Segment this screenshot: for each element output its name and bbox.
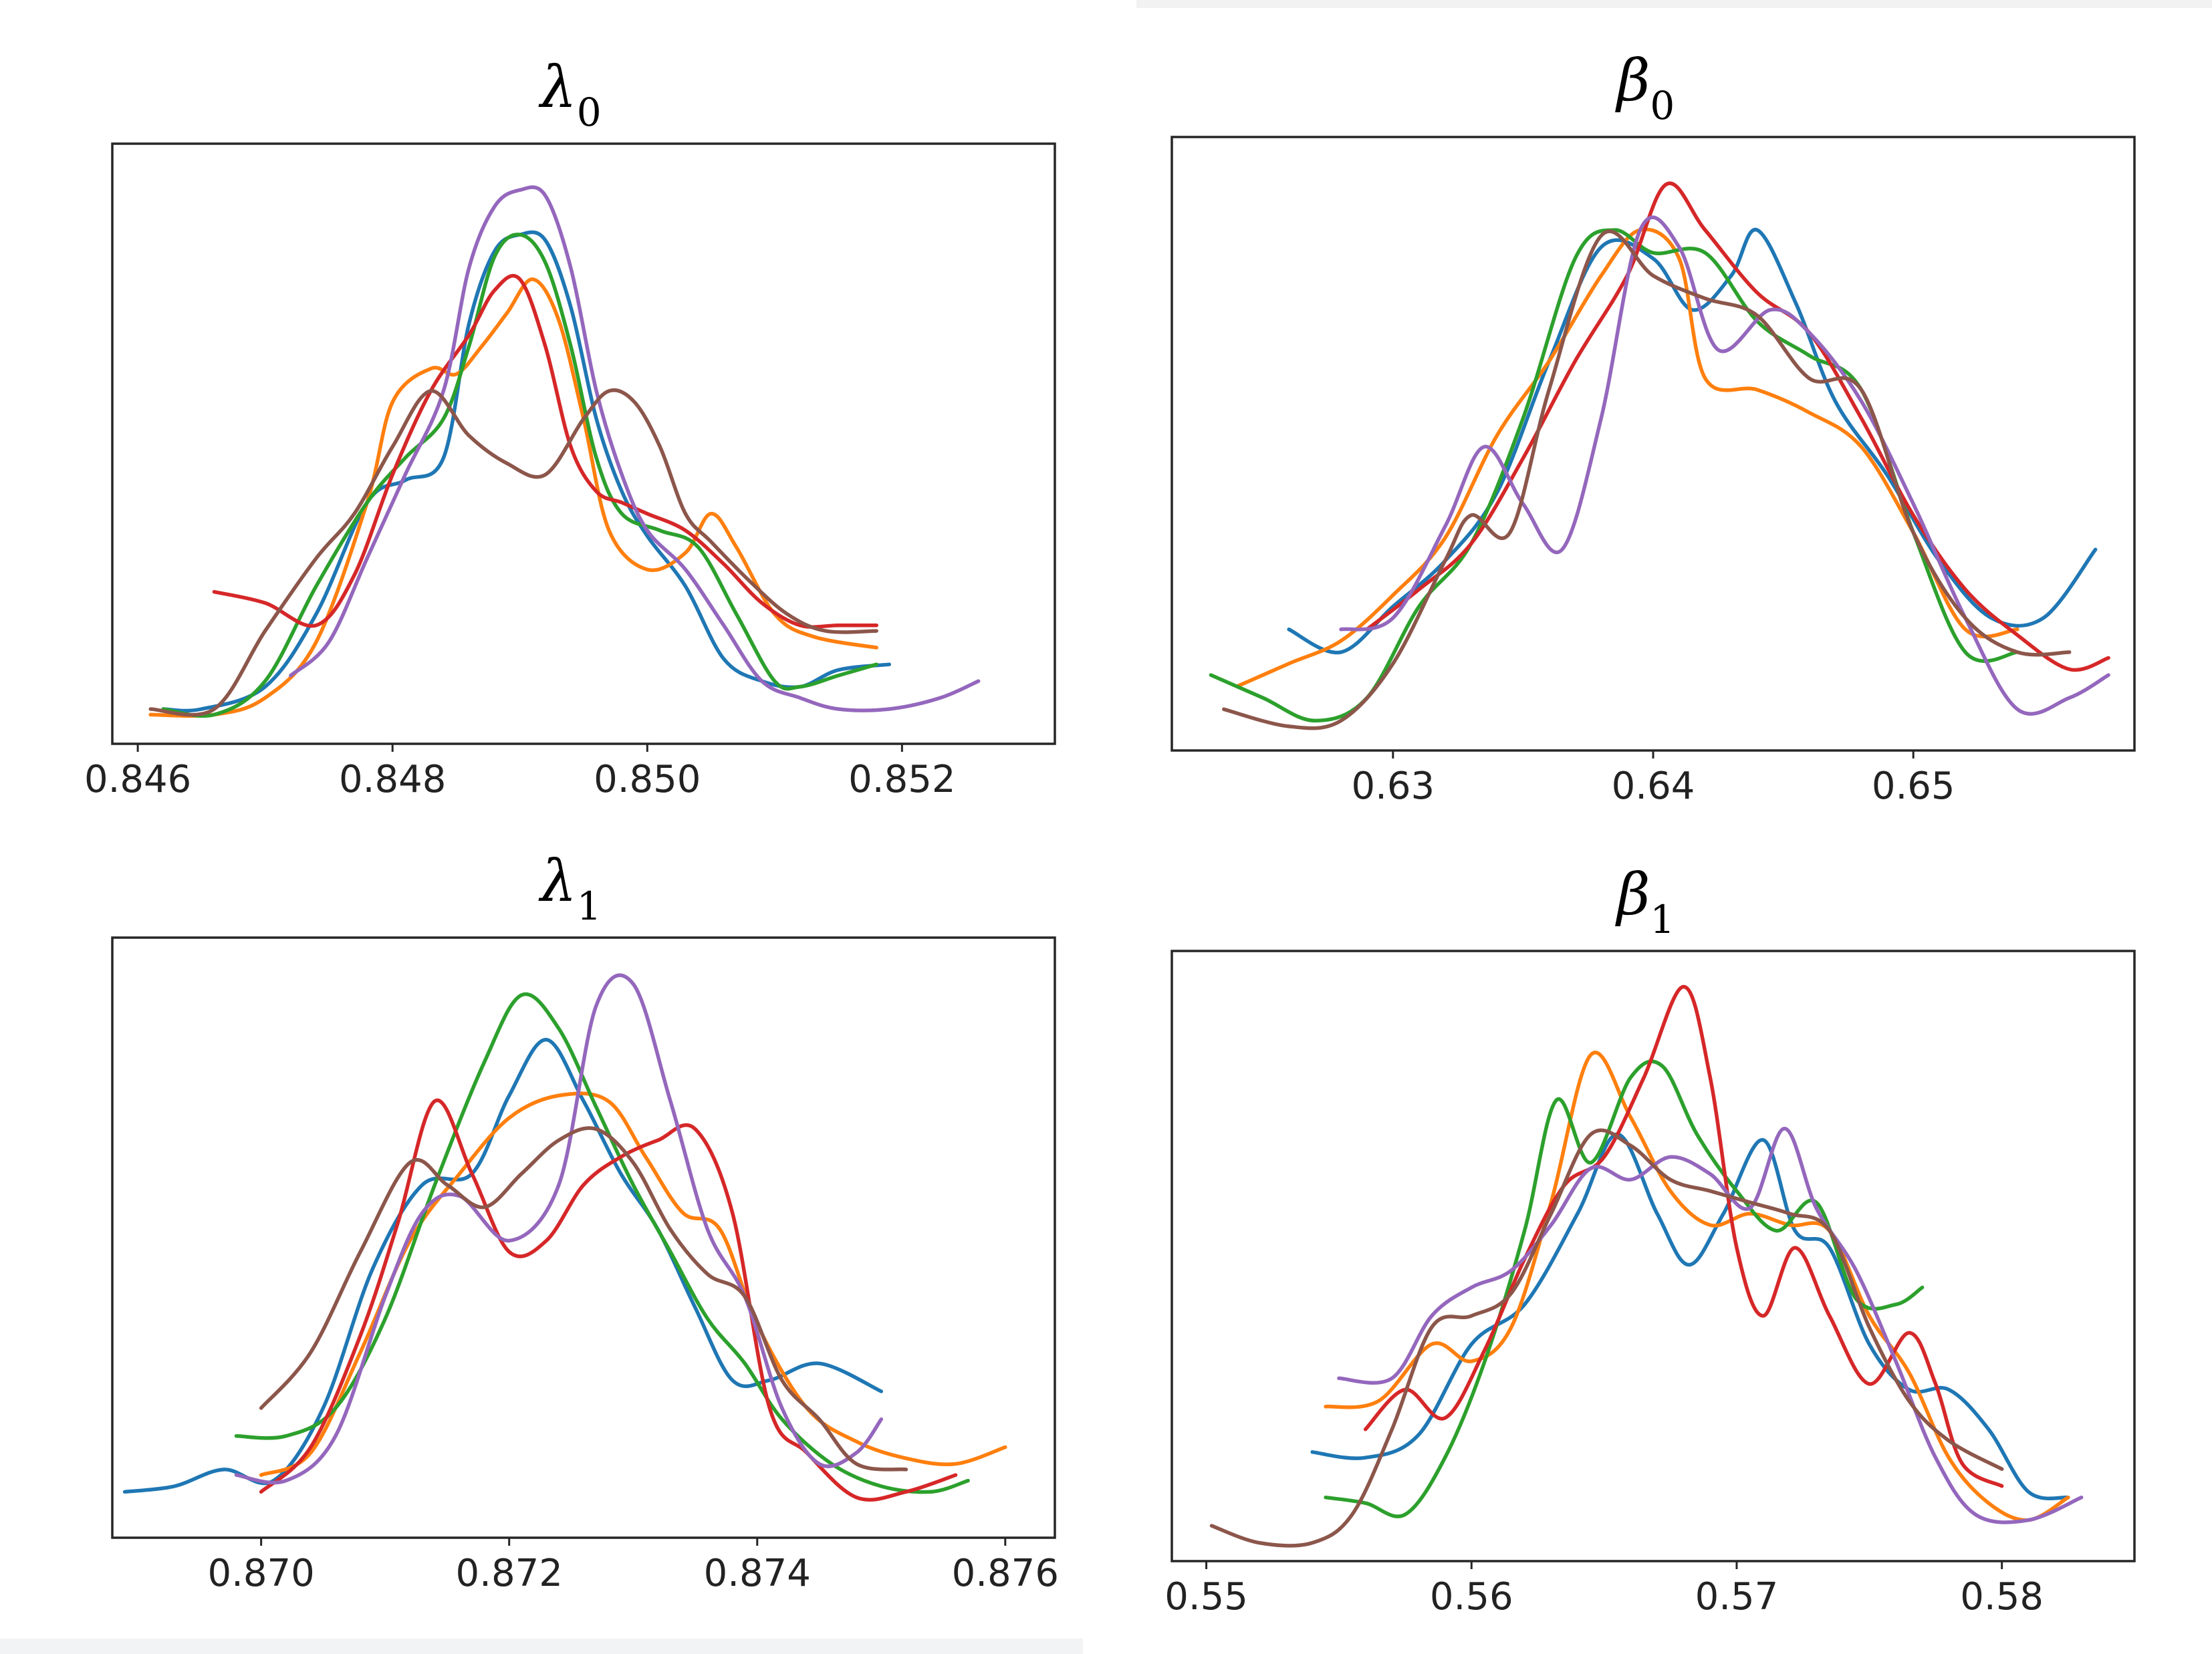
x-tick-label: 0.850 [594, 758, 701, 801]
x-tick-label: 0.846 [84, 758, 191, 801]
title-symbol: λ [538, 54, 577, 121]
title-subscript: 1 [1650, 897, 1675, 942]
x-tick-label: 0.58 [1960, 1575, 2044, 1619]
x-tick-label: 0.65 [1872, 765, 1955, 808]
x-tick-label: 0.876 [952, 1552, 1059, 1595]
series-line-brown [148, 388, 878, 717]
series-line-brown [1222, 229, 2072, 730]
series-line-green [234, 992, 970, 1494]
series-group [1209, 181, 2110, 730]
title-subscript: 0 [577, 90, 602, 135]
panel-title: λ1 [538, 848, 601, 929]
series-line-purple [234, 973, 884, 1485]
panel-title: λ0 [538, 54, 601, 135]
panel-lambda0: λ0 0.846 0.848 0.850 0.852 [84, 54, 1056, 801]
x-ticks: 0.63 0.64 0.65 [1351, 750, 1955, 808]
panel-title: β0 [1615, 47, 1675, 128]
title-symbol: λ [538, 848, 577, 915]
bottom-edge-strip [0, 1639, 1083, 1654]
series-group [148, 185, 981, 718]
plot-frame [1171, 950, 2136, 1562]
x-tick-label: 0.848 [339, 758, 446, 801]
series-line-brown [259, 1126, 908, 1472]
series-group [1209, 984, 2084, 1548]
x-ticks: 0.55 0.56 0.57 0.58 [1164, 1561, 2044, 1619]
x-tick-label: 0.57 [1695, 1575, 1779, 1619]
x-tick-label: 0.63 [1351, 765, 1435, 808]
series-line-orange [148, 277, 878, 718]
series-line-brown [1209, 1128, 2004, 1548]
series-line-orange [1235, 227, 2019, 688]
title-subscript: 0 [1650, 83, 1675, 128]
x-tick-label: 0.852 [848, 758, 955, 801]
x-tick-label: 0.872 [456, 1552, 563, 1595]
x-ticks: 0.870 0.872 0.874 0.876 [207, 1538, 1059, 1595]
series-line-red [1365, 181, 2110, 672]
x-tick-label: 0.874 [704, 1552, 811, 1595]
title-symbol: β [1615, 47, 1650, 114]
title-subscript: 1 [577, 883, 602, 929]
series-group [122, 973, 1007, 1502]
plot-frame [111, 142, 1056, 745]
panel-title: β1 [1615, 861, 1675, 942]
series-line-blue [122, 1038, 884, 1494]
series-line-red [212, 273, 878, 629]
x-tick-label: 0.870 [207, 1552, 314, 1595]
x-tick-label: 0.64 [1612, 765, 1695, 808]
series-line-blue [161, 230, 892, 713]
x-tick-label: 0.56 [1430, 1575, 1513, 1619]
panel-lambda1: λ1 0.870 0.872 0.874 0.876 [111, 848, 1059, 1595]
x-ticks: 0.846 0.848 0.850 0.852 [84, 744, 956, 801]
series-line-red [259, 1098, 958, 1502]
series-line-red [1363, 984, 2004, 1488]
x-tick-label: 0.55 [1164, 1575, 1248, 1619]
series-line-purple [289, 185, 981, 712]
top-edge-strip [1136, 0, 2212, 8]
panel-beta0: β0 0.63 0.64 0.65 [1171, 47, 2136, 808]
title-symbol: β [1615, 861, 1650, 928]
series-line-green [161, 233, 878, 718]
panel-beta1: β1 0.55 0.56 0.57 0.58 [1164, 861, 2136, 1619]
series-line-purple [1339, 215, 2110, 716]
plot-frame [111, 936, 1056, 1539]
series-line-purple [1337, 1127, 2084, 1524]
series-line-green [1324, 1059, 1925, 1518]
